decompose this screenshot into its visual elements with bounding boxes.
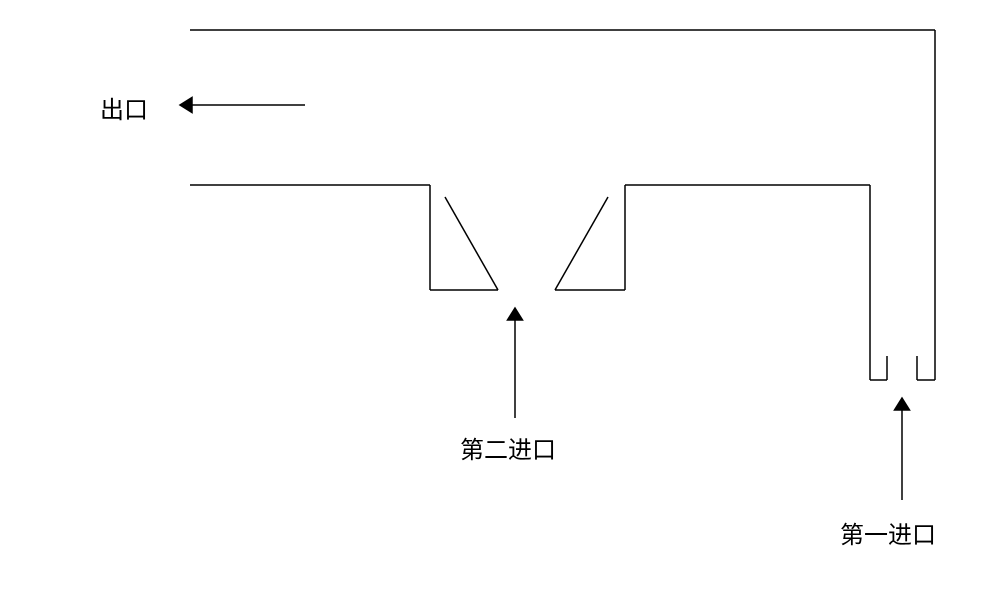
diagram-svg bbox=[0, 0, 1000, 590]
outlet-label: 出口 bbox=[100, 90, 148, 125]
inlet1-label: 第一进口 bbox=[840, 515, 936, 550]
main-body bbox=[190, 30, 935, 380]
inlet2-label: 第二进口 bbox=[460, 430, 556, 465]
